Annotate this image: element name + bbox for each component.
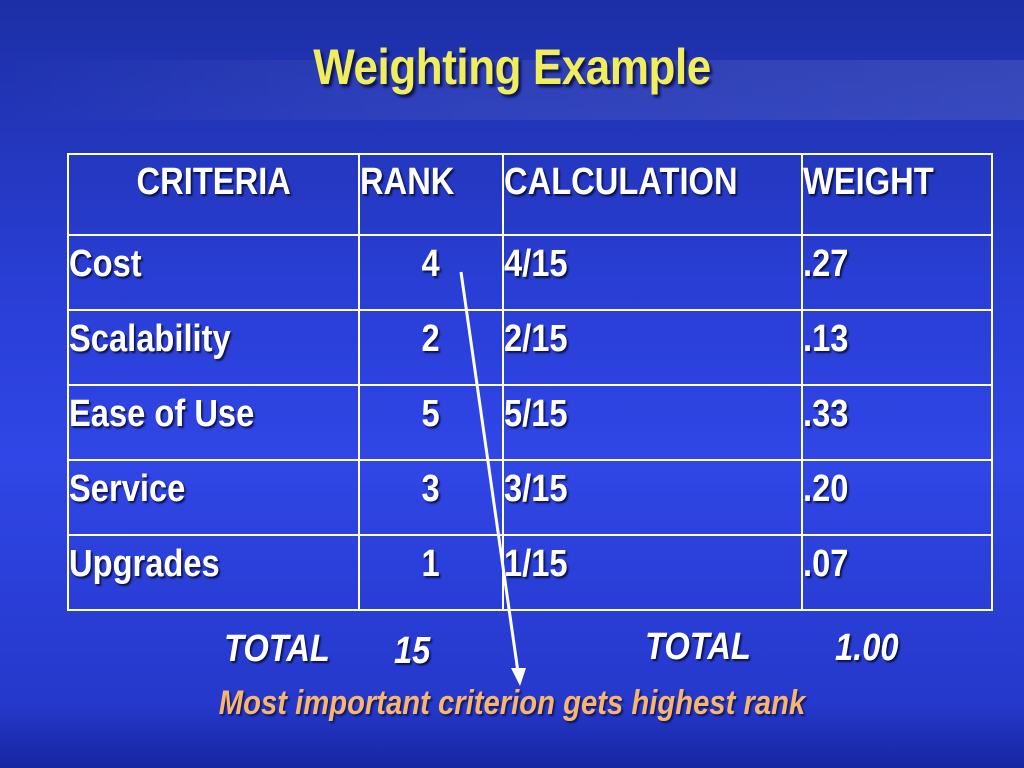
arrow-line bbox=[459, 271, 520, 673]
criterion-cell: Service bbox=[67, 459, 360, 536]
footnote: Most important criterion gets highest ra… bbox=[218, 684, 806, 722]
criterion-cell: Upgrades bbox=[67, 534, 360, 611]
rank-cell: 3 bbox=[358, 459, 504, 536]
weight-cell: .27 bbox=[801, 234, 993, 311]
header-criteria: CRITERIA bbox=[67, 153, 360, 236]
table-row: Upgrades 1 1/15 .07 bbox=[67, 534, 993, 611]
criterion-cell: Cost bbox=[67, 234, 360, 311]
weight-cell: .20 bbox=[801, 459, 993, 536]
calculation-cell: 5/15 bbox=[502, 384, 803, 461]
rank-cell: 2 bbox=[358, 309, 504, 386]
criterion-cell: Ease of Use bbox=[67, 384, 360, 461]
weight-total-value: 1.00 bbox=[835, 627, 899, 669]
rank-total-label: TOTAL bbox=[224, 628, 330, 670]
weight-cell: .07 bbox=[801, 534, 993, 611]
background-band-bottom bbox=[0, 705, 1024, 768]
criterion-cell: Scalability bbox=[67, 309, 360, 386]
rank-total-value: 15 bbox=[394, 630, 431, 672]
table-row: Ease of Use 5 5/15 .33 bbox=[67, 384, 993, 461]
table-row: Cost 4 4/15 .27 bbox=[67, 234, 993, 311]
weighting-table: CRITERIA RANK CALCULATION WEIGHT Cost 4 … bbox=[67, 153, 993, 611]
weight-cell: .13 bbox=[801, 309, 993, 386]
rank-cell: 4 bbox=[358, 234, 504, 311]
header-weight: WEIGHT bbox=[801, 153, 993, 236]
rank-cell: 1 bbox=[358, 534, 504, 611]
calculation-cell: 1/15 bbox=[502, 534, 803, 611]
background-band-top bbox=[0, 60, 1024, 120]
table-row: Scalability 2 2/15 .13 bbox=[67, 309, 993, 386]
table-header-row: CRITERIA RANK CALCULATION WEIGHT bbox=[67, 153, 993, 236]
weight-cell: .33 bbox=[801, 384, 993, 461]
weight-total-label: TOTAL bbox=[645, 626, 751, 668]
header-rank: RANK bbox=[358, 153, 504, 236]
header-calculation: CALCULATION bbox=[502, 153, 803, 236]
calculation-cell: 2/15 bbox=[502, 309, 803, 386]
calculation-cell: 3/15 bbox=[502, 459, 803, 536]
slide-title: Weighting Example bbox=[313, 39, 711, 95]
arrow-head bbox=[511, 668, 526, 686]
calculation-cell: 4/15 bbox=[502, 234, 803, 311]
table-row: Service 3 3/15 .20 bbox=[67, 459, 993, 536]
